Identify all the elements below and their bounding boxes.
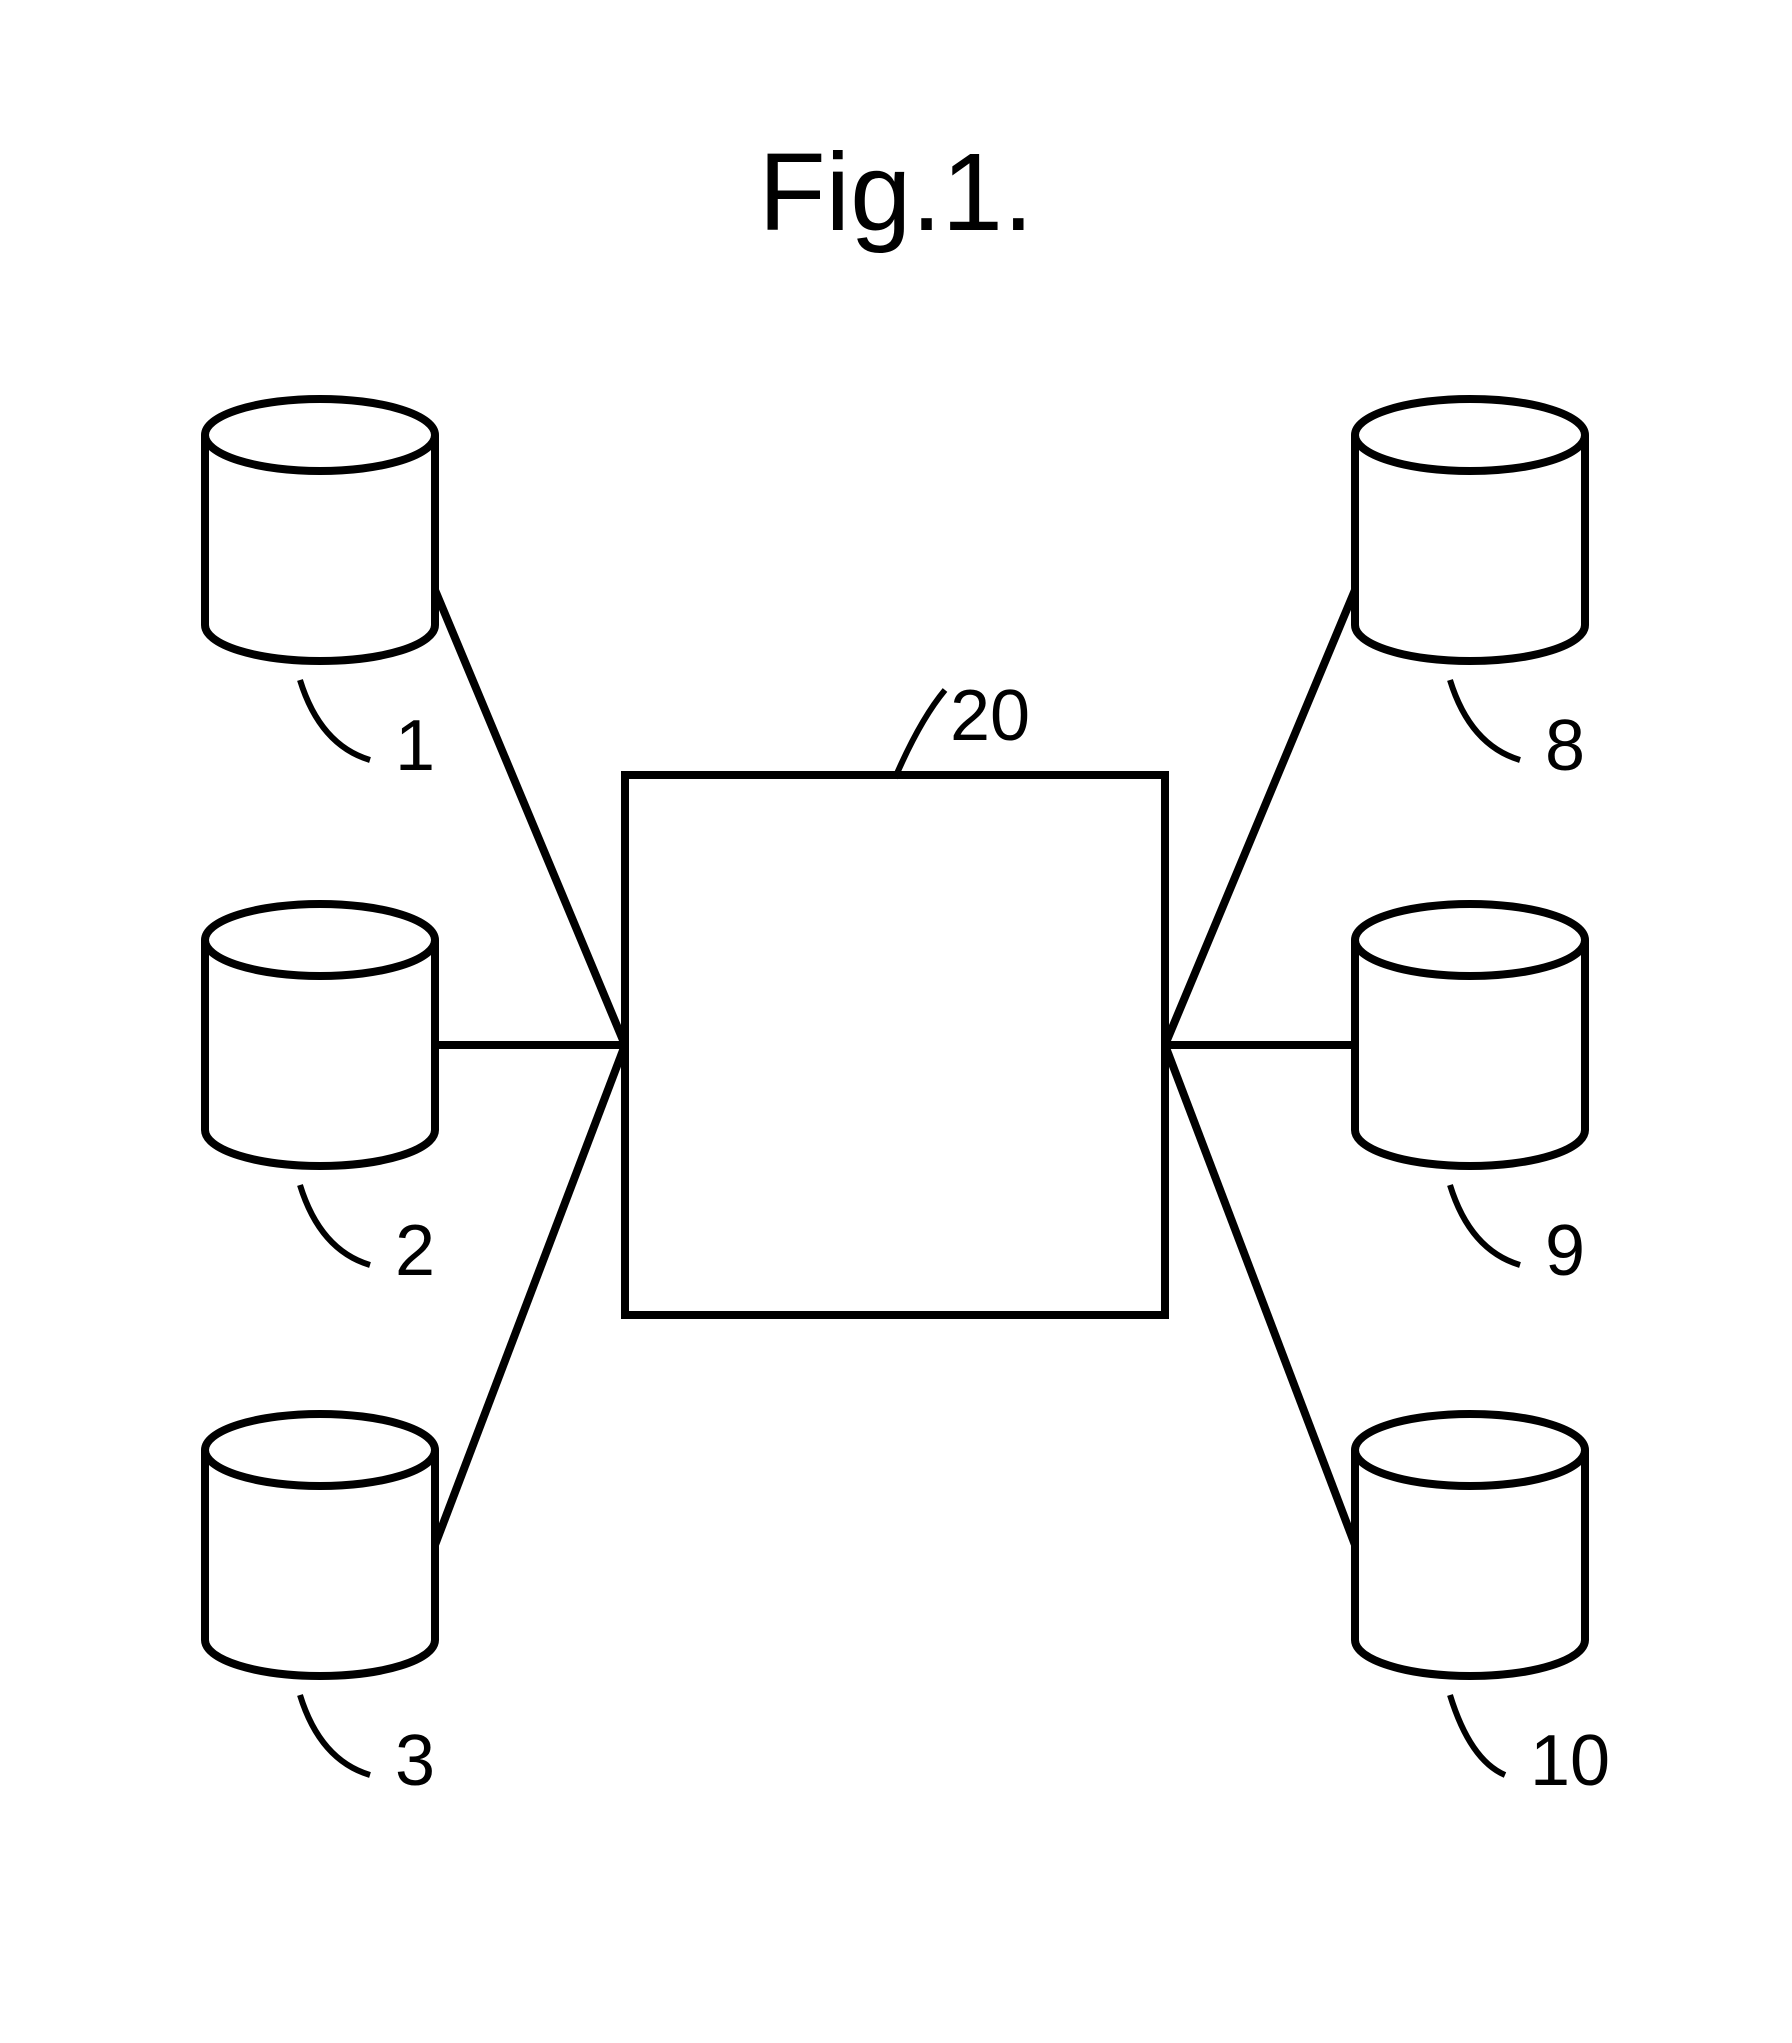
cylinder-node: 2 [205,904,435,1291]
cylinder-node: 9 [1355,904,1585,1291]
figure-title: Fig.1. [758,131,1033,254]
cylinder-top [1355,399,1585,471]
cylinder-top [205,399,435,471]
cylinder-node: 1 [205,399,435,786]
edge [435,1045,625,1545]
cylinder-node: 8 [1355,399,1585,786]
node-label: 3 [395,1721,435,1801]
leader-line [895,690,945,778]
edge [435,590,625,1045]
node-label: 10 [1530,1721,1610,1801]
leader-line [1450,1185,1520,1265]
node-label: 1 [395,706,435,786]
figure-diagram: Fig.1. 20 1 2 3 8 9 10 [0,0,1792,2043]
leader-line [300,1695,370,1775]
edge [1165,590,1355,1045]
center-box [625,775,1165,1315]
cylinder-top [205,904,435,976]
node-label: 9 [1545,1211,1585,1291]
center-box-label: 20 [950,676,1030,756]
cylinder-top [205,1414,435,1486]
cylinder-top [1355,904,1585,976]
cylinder-node: 3 [205,1414,435,1801]
cylinder-node: 10 [1355,1414,1610,1801]
leader-line [1450,680,1520,760]
leader-line [1450,1695,1505,1775]
node-label: 8 [1545,706,1585,786]
edge [1165,1045,1355,1545]
node-label: 2 [395,1211,435,1291]
cylinder-top [1355,1414,1585,1486]
leader-line [300,680,370,760]
leader-line [300,1185,370,1265]
